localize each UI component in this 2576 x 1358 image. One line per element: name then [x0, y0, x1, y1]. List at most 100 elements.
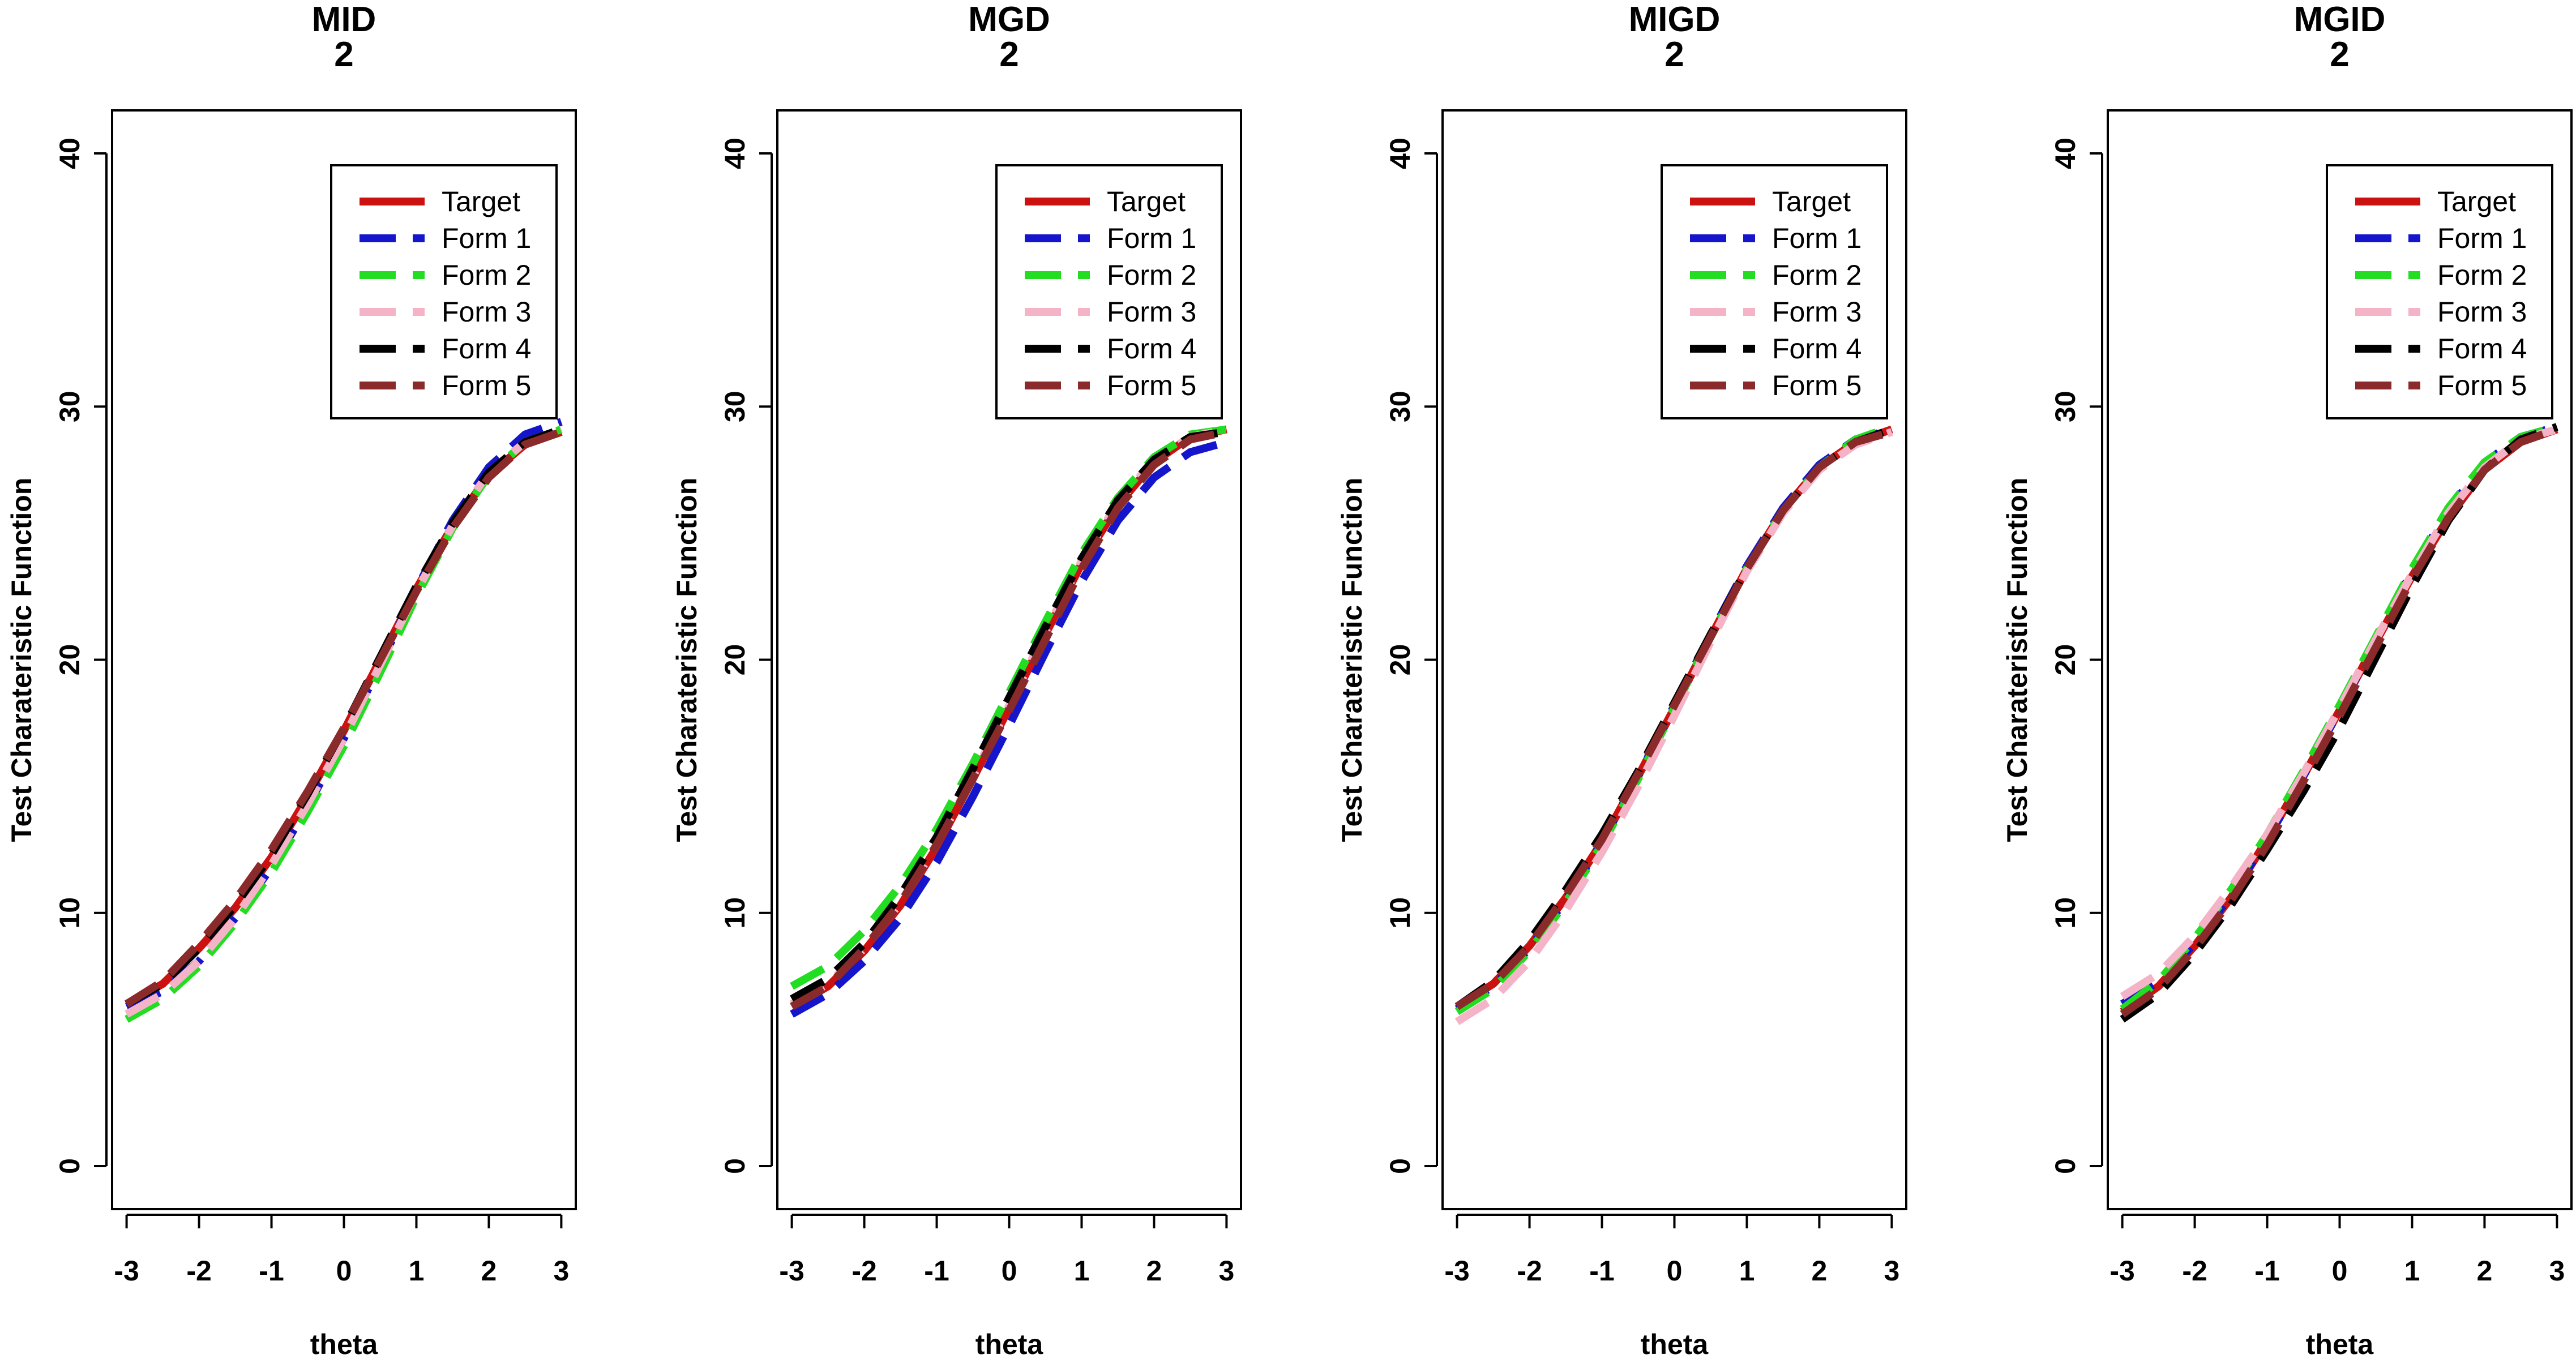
- y-tick-label: 20: [54, 644, 85, 676]
- legend-label: Form 2: [2437, 259, 2527, 291]
- series-line-form-5: [2120, 425, 2558, 1018]
- x-tick-label: -2: [851, 1255, 876, 1287]
- x-tick-label: -2: [186, 1255, 211, 1287]
- x-tick-label: -1: [1589, 1255, 1614, 1287]
- chart-title: MIGD: [1629, 0, 1721, 39]
- y-tick-label: 40: [1384, 138, 1416, 169]
- legend-label: Form 5: [1107, 370, 1196, 401]
- legend-label: Form 4: [2437, 333, 2527, 365]
- legend-label: Form 2: [1107, 259, 1196, 291]
- y-tick-label: 40: [719, 138, 751, 169]
- legend-label: Form 5: [442, 370, 531, 401]
- y-axis-label: Test Charateristic Function: [2001, 478, 2033, 842]
- x-tick-label: 2: [2477, 1255, 2493, 1287]
- chart-title: MGID: [2294, 0, 2386, 39]
- series-line-form-1: [125, 418, 563, 1010]
- x-tick-label: -1: [2254, 1255, 2279, 1287]
- x-tick-label: 3: [1219, 1255, 1235, 1287]
- plot-frame: [2107, 109, 2573, 1210]
- legend: Target Form 1 Form 2 Form 3 Form 4 Form 5: [1661, 164, 1888, 419]
- legend-label: Form 3: [442, 296, 531, 328]
- series-line-form-5: [124, 428, 563, 1008]
- y-tick-label: 30: [2049, 391, 2081, 422]
- y-tick-label: 20: [719, 644, 751, 676]
- series-line-form-5: [790, 428, 1227, 1010]
- x-tick-label: 2: [1812, 1255, 1828, 1287]
- y-tick-label: 10: [1384, 897, 1416, 929]
- legend-label: Form 4: [442, 333, 531, 365]
- y-tick-label: 40: [2049, 138, 2081, 169]
- x-tick-label: 2: [1146, 1255, 1162, 1287]
- series-line-form-4: [2120, 423, 2558, 1023]
- y-tick-label: 20: [1384, 644, 1416, 676]
- y-tick-label: 10: [2049, 897, 2081, 929]
- x-tick-label: 3: [554, 1255, 570, 1287]
- x-axis-label: theta: [2306, 1329, 2374, 1358]
- plot-frame: [776, 109, 1242, 1210]
- chart-title: MGD: [968, 0, 1050, 39]
- x-tick-label: -3: [1444, 1255, 1469, 1287]
- legend-label: Form 5: [1772, 370, 1862, 401]
- legend: Target Form 1 Form 2 Form 3 Form 4 Form 5: [330, 164, 558, 419]
- legend-label: Form 1: [1107, 222, 1196, 254]
- x-axis-label: theta: [975, 1329, 1044, 1358]
- chart-subtitle: 2: [999, 35, 1019, 74]
- legend-label: Form 3: [1772, 296, 1862, 328]
- series-line-form-1: [790, 438, 1228, 1018]
- x-tick-label: -2: [1517, 1255, 1542, 1287]
- series-line-form-3: [125, 425, 563, 1018]
- x-tick-label: 1: [409, 1255, 425, 1287]
- x-tick-label: 0: [1667, 1255, 1683, 1287]
- legend-box: [330, 164, 558, 419]
- series-line-form-4: [790, 428, 1227, 1003]
- x-axis-label: theta: [310, 1329, 379, 1358]
- y-axis-label: Test Charateristic Function: [6, 478, 37, 842]
- legend-label: Form 1: [442, 222, 531, 254]
- x-tick-label: 0: [336, 1255, 352, 1287]
- legend-label: Form 3: [2437, 296, 2527, 328]
- series-line-target: [125, 428, 563, 1008]
- x-tick-label: 3: [1884, 1255, 1900, 1287]
- y-tick-label: 10: [54, 897, 85, 929]
- chart-subtitle: 2: [334, 35, 353, 74]
- x-tick-label: -1: [924, 1255, 949, 1287]
- legend-label: Target: [442, 186, 520, 217]
- plot-frame: [111, 109, 577, 1210]
- y-axis-label: Test Charateristic Function: [671, 478, 703, 842]
- y-tick-label: 0: [54, 1158, 85, 1174]
- y-tick-label: 40: [54, 138, 85, 169]
- legend: Target Form 1 Form 2 Form 3 Form 4 Form 5: [995, 164, 1223, 419]
- y-tick-label: 30: [719, 391, 751, 422]
- legend-label: Target: [2437, 186, 2516, 217]
- legend-box: [995, 164, 1223, 419]
- x-tick-label: 1: [1074, 1255, 1090, 1287]
- y-tick-label: 0: [719, 1158, 751, 1174]
- x-tick-label: 1: [2404, 1255, 2420, 1287]
- x-tick-label: 2: [481, 1255, 497, 1287]
- legend-label: Target: [1107, 186, 1186, 217]
- y-axis-label: Test Charateristic Function: [1336, 478, 1368, 842]
- chart-subtitle: 2: [2330, 35, 2349, 74]
- x-tick-label: -1: [259, 1255, 284, 1287]
- legend-label: Target: [1772, 186, 1851, 217]
- x-tick-label: -3: [114, 1255, 139, 1287]
- y-tick-label: 30: [1384, 391, 1416, 422]
- x-tick-label: 0: [1002, 1255, 1017, 1287]
- x-tick-label: 1: [1739, 1255, 1755, 1287]
- legend-label: Form 5: [2437, 370, 2527, 401]
- legend-label: Form 1: [2437, 222, 2527, 254]
- series-line-form-3: [1454, 428, 1893, 1025]
- chart-title: MID: [312, 0, 376, 39]
- x-tick-label: -2: [2182, 1255, 2207, 1287]
- series-line-form-5: [1454, 428, 1893, 1010]
- legend: Target Form 1 Form 2 Form 3 Form 4 Form 5: [2326, 164, 2553, 419]
- y-tick-label: 0: [2049, 1158, 2081, 1174]
- y-tick-label: 10: [719, 897, 751, 929]
- series-line-form-4: [125, 425, 563, 1008]
- x-tick-label: 3: [2549, 1255, 2565, 1287]
- chart-subtitle: 2: [1664, 35, 1684, 74]
